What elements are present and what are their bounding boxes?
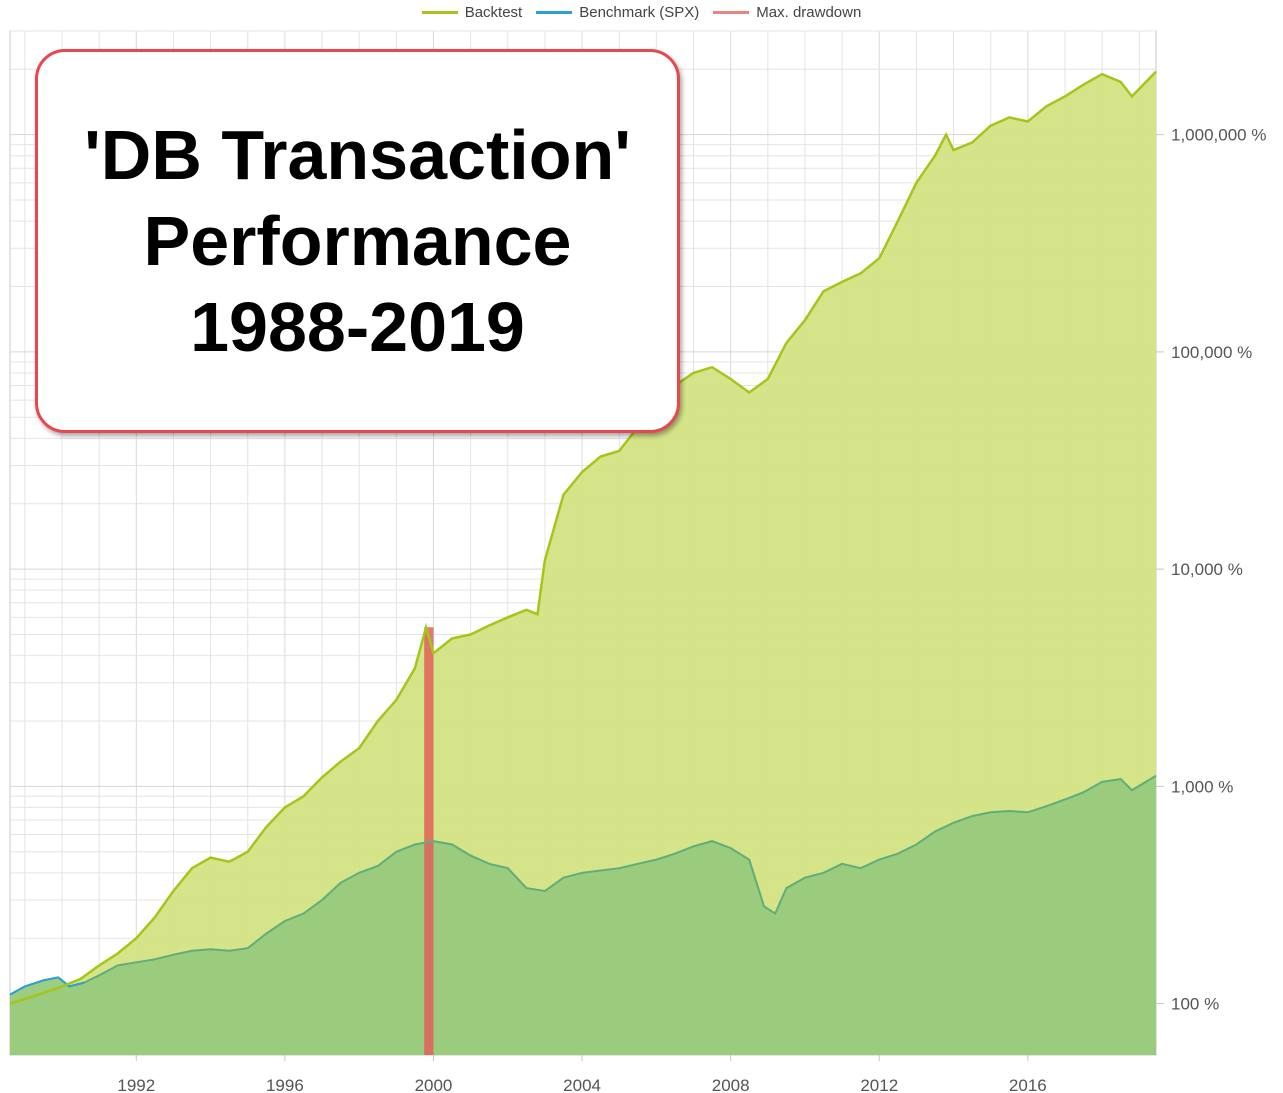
- legend-item-benchmark[interactable]: Benchmark (SPX): [536, 4, 699, 21]
- x-tick-label: 2016: [1009, 1076, 1047, 1093]
- series-area-benchmark: [10, 775, 1156, 1055]
- axis-layer: 1992 1996 2000 2004 2008 2012 2016 100 % 1,000 %…: [117, 126, 1266, 1093]
- title-line-1: 'DB Transaction': [84, 116, 631, 194]
- title-annotation-box: 'DB Transaction' Performance 1988-2019: [35, 49, 680, 433]
- series-line-benchmark-early: [9, 976, 85, 996]
- series-layer: [9, 70, 1157, 1056]
- x-tick-label: 1992: [117, 1076, 155, 1093]
- x-tick-label: 2004: [563, 1076, 601, 1093]
- x-tick-label: 2000: [415, 1076, 453, 1093]
- legend-label-drawdown: Max. drawdown: [756, 3, 862, 21]
- y-tick-label: 1,000,000 %: [1171, 126, 1266, 145]
- series-area-backtest: [10, 71, 1156, 1056]
- legend-item-drawdown[interactable]: Max. drawdown: [713, 4, 861, 21]
- title-line-2: Performance: [143, 202, 572, 280]
- chart-legend: Backtest Benchmark (SPX) Max. drawdown: [0, 0, 1283, 24]
- legend-swatch-benchmark: [536, 10, 573, 14]
- y-tick-label: 100,000 %: [1171, 343, 1252, 362]
- legend-label-benchmark: Benchmark (SPX): [579, 3, 700, 21]
- y-tick-label: 100 %: [1171, 995, 1219, 1014]
- series-line-backtest: [9, 70, 1157, 1005]
- legend-swatch-backtest: [421, 10, 458, 14]
- legend-item-backtest[interactable]: Backtest: [421, 3, 523, 21]
- x-tick-label: 2008: [712, 1076, 750, 1093]
- legend-label-backtest: Backtest: [464, 3, 523, 21]
- legend-swatch-drawdown: [713, 10, 750, 14]
- y-tick-label: 10,000 %: [1171, 560, 1243, 579]
- title-line-3: 1988-2019: [190, 288, 525, 366]
- series-line-benchmark: [9, 774, 1157, 996]
- y-tick-label: 1,000 %: [1171, 777, 1233, 796]
- x-tick-label: 1996: [266, 1076, 304, 1093]
- x-tick-label: 2012: [860, 1076, 898, 1093]
